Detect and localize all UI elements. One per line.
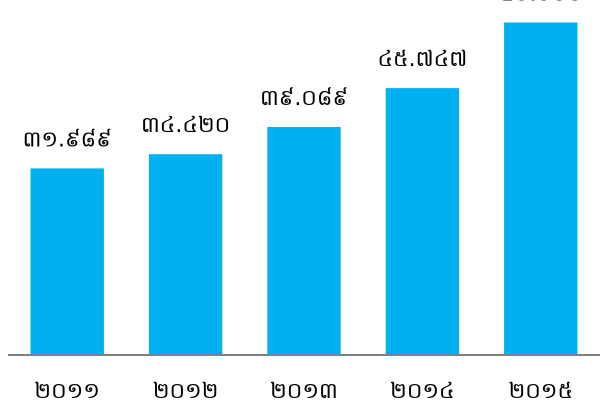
x-tick-labels-group: ២០១១ ២០១២ ២០១៣ ២០១៤ ២០១៥: [34, 379, 573, 404]
value-label-5: ៥៦.៩៩៩: [498, 0, 583, 7]
x-tick-label-3: ២០១៣: [270, 379, 338, 404]
value-label-3: ៣៩.០៨៩: [260, 86, 348, 111]
x-tick-label-1: ២០១១: [34, 379, 100, 404]
bar-4: [385, 88, 460, 355]
value-label-2: ៣៤.៤២០: [141, 113, 230, 138]
bar-1: [30, 168, 104, 355]
bar-2: [148, 154, 223, 355]
x-tick-label-4: ២០១៤: [390, 379, 454, 404]
x-tick-label-5: ២០១៥: [509, 379, 573, 404]
value-label-1: ៣១.៩៨៩: [23, 127, 112, 152]
bar-3: [267, 126, 341, 355]
value-label-4: ៤៥.៧៤៧: [377, 47, 467, 72]
bars-group: [30, 22, 578, 356]
bar-5: [504, 22, 578, 356]
x-tick-label-2: ២០១២: [153, 379, 219, 404]
value-labels-group: ៣១.៩៨៩ ៣៤.៤២០ ៣៩.០៨៩ ៤៥.៧៤៧ ៥៦.៩៩៩: [23, 0, 584, 152]
